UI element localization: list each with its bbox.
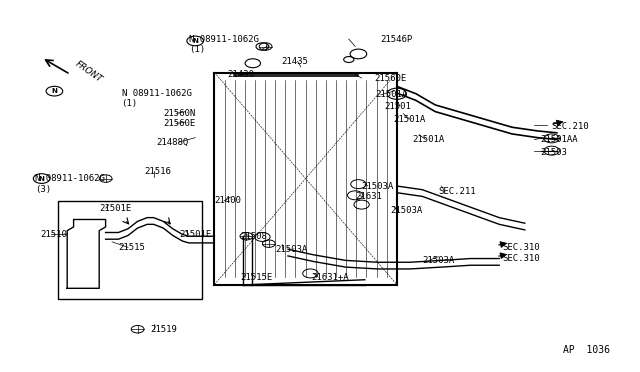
Text: 21501A: 21501A (394, 115, 426, 124)
Text: 21503A: 21503A (362, 182, 394, 190)
Text: N: N (51, 88, 58, 94)
Text: 21501E: 21501E (179, 230, 211, 239)
Text: 21488Q: 21488Q (157, 138, 189, 147)
Text: 21503A: 21503A (422, 256, 454, 265)
Text: 21501E: 21501E (99, 204, 131, 213)
Text: SEC.310: SEC.310 (502, 254, 540, 263)
Text: 21631: 21631 (355, 192, 382, 201)
Text: 21501A: 21501A (413, 135, 445, 144)
Text: 21515E: 21515E (240, 273, 272, 282)
Text: 21560N: 21560N (163, 109, 195, 118)
Text: 21631+A: 21631+A (312, 273, 349, 282)
Text: 21510: 21510 (40, 230, 67, 239)
Text: SEC.211: SEC.211 (438, 187, 476, 196)
Text: 21501: 21501 (384, 102, 411, 110)
Text: SEC.210: SEC.210 (552, 122, 589, 131)
Text: 21503A: 21503A (275, 245, 307, 254)
Text: 21519: 21519 (150, 325, 177, 334)
Text: 21516: 21516 (144, 167, 171, 176)
Text: N 08911-1062G
(3): N 08911-1062G (3) (35, 174, 105, 194)
Text: 21546P: 21546P (381, 35, 413, 44)
Text: N: N (192, 38, 198, 44)
Text: 21508: 21508 (240, 232, 267, 241)
Text: 21501AA: 21501AA (541, 135, 579, 144)
Bar (58, 201, 202, 299)
Text: 21503A: 21503A (390, 206, 422, 215)
Text: N: N (38, 176, 45, 182)
Text: 21501A: 21501A (376, 90, 408, 99)
Text: N 08911-1062G
(1): N 08911-1062G (1) (122, 89, 191, 108)
Text: SEC.310: SEC.310 (502, 243, 540, 252)
Text: 21503: 21503 (541, 148, 568, 157)
Text: 21400: 21400 (214, 196, 241, 205)
Text: 21435: 21435 (282, 57, 308, 66)
Text: 21560E: 21560E (374, 74, 406, 83)
Text: AP  1036: AP 1036 (563, 345, 610, 355)
Text: 21515: 21515 (118, 243, 145, 252)
Text: 21430: 21430 (227, 70, 254, 79)
Text: FRONT: FRONT (74, 59, 104, 84)
Text: N 08911-1062G
(1): N 08911-1062G (1) (189, 35, 259, 54)
Text: 21560E: 21560E (163, 119, 195, 128)
